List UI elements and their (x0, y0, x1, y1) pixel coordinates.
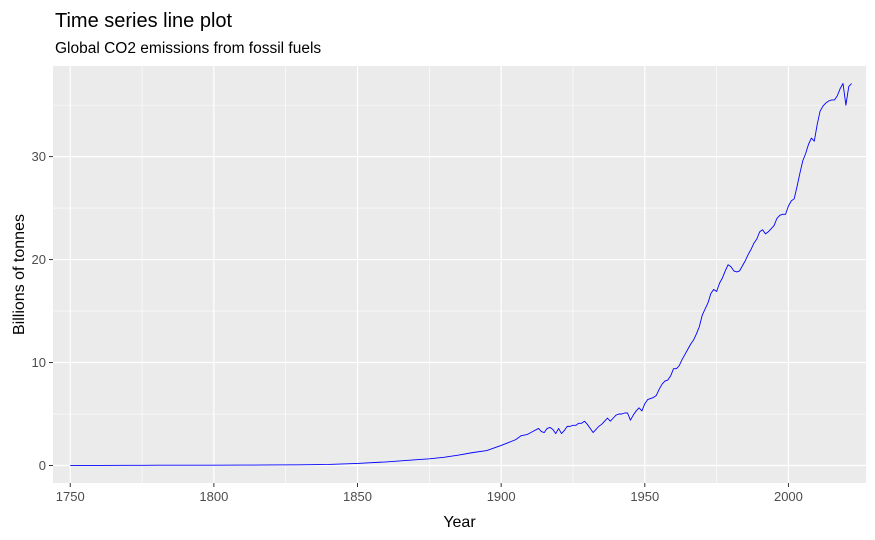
y-axis-title: Billions of tonnes (11, 214, 28, 335)
chart-title: Time series line plot (55, 10, 233, 32)
x-tick-label: 1750 (56, 489, 85, 504)
y-tick-label: 0 (39, 458, 46, 473)
x-tick-label: 1850 (343, 489, 372, 504)
minor-gridlines (53, 66, 866, 483)
y-tick-labels: 0 10 20 30 (32, 149, 46, 473)
y-tick-label: 30 (32, 149, 46, 164)
x-tick-label: 1950 (630, 489, 659, 504)
x-tick-label: 2000 (774, 489, 803, 504)
x-tick-label: 1900 (487, 489, 516, 504)
series-line-co2-emissions (70, 83, 852, 466)
y-tick-label: 10 (32, 355, 46, 370)
plot-panel (53, 66, 866, 483)
chart-subtitle: Global CO2 emissions from fossil fuels (55, 40, 321, 57)
y-tick-label: 20 (32, 252, 46, 267)
series-layer (70, 83, 852, 466)
axis-ticks (49, 156, 789, 487)
x-tick-label: 1800 (199, 489, 228, 504)
x-axis-title: Year (443, 514, 476, 531)
major-gridlines (53, 66, 866, 483)
x-tick-labels: 1750 1800 1850 1900 1950 2000 (56, 489, 803, 504)
